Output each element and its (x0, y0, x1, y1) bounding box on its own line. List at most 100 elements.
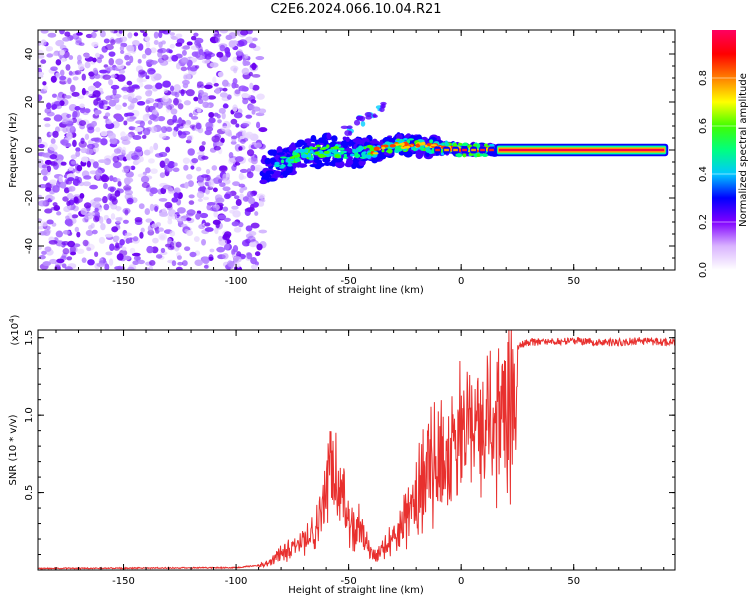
noise-blob (255, 55, 265, 61)
x-tick-label: 0 (458, 576, 464, 587)
signal-core-blob (440, 152, 445, 156)
snr-multiplier-close: ) (10, 314, 21, 318)
noise-blob (171, 119, 180, 124)
noise-blob (94, 251, 99, 258)
noise-blob (202, 101, 209, 108)
noise-blob (70, 251, 77, 256)
noise-blob (125, 61, 131, 66)
noise-blob (53, 114, 63, 122)
signal-core-blob (352, 148, 356, 154)
noise-blob (44, 208, 53, 214)
noise-blob (38, 49, 44, 57)
noise-blob (70, 125, 76, 131)
noise-blob (114, 104, 122, 111)
noise-blob (79, 103, 85, 109)
noise-blob (252, 84, 260, 91)
noise-blob (112, 155, 120, 163)
noise-blob (108, 51, 116, 57)
noise-blob (222, 173, 228, 181)
noise-blob (252, 37, 258, 42)
noise-blob (83, 175, 92, 180)
noise-blob (147, 90, 153, 94)
noise-blob (182, 73, 192, 81)
noise-blob (140, 227, 145, 233)
noise-blob (227, 260, 234, 268)
noise-blob (99, 69, 108, 74)
noise-blob (233, 67, 238, 74)
noise-blob (155, 254, 163, 259)
signal-core-blob (455, 153, 463, 158)
noise-blob (201, 155, 209, 160)
noise-blob (74, 226, 80, 233)
noise-blob (249, 241, 257, 248)
noise-blob (126, 86, 135, 94)
noise-blob (113, 148, 122, 154)
x-tick-label: -50 (340, 276, 356, 287)
noise-blob (119, 45, 125, 51)
noise-blob (100, 130, 108, 137)
noise-blob (254, 251, 261, 257)
noise-blob (194, 259, 203, 266)
noise-blob (130, 165, 136, 171)
noise-blob (132, 236, 139, 242)
tone-segment-core (435, 148, 440, 152)
noise-blob (127, 32, 133, 38)
noise-blob (223, 103, 228, 107)
signal-core-blob (320, 155, 327, 158)
noise-blob (250, 99, 257, 104)
noise-blob (169, 230, 176, 237)
noise-blob (127, 105, 135, 110)
noise-blob (195, 212, 201, 220)
noise-blob (65, 64, 71, 71)
noise-blob (246, 206, 255, 213)
noise-blob (190, 35, 197, 41)
noise-blob (96, 262, 106, 267)
noise-blob (76, 176, 83, 184)
noise-blob (203, 84, 213, 89)
signal-core-blob (458, 142, 463, 146)
noise-blob (102, 74, 112, 80)
noise-blob (199, 145, 206, 152)
noise-blob (158, 197, 168, 202)
noise-blob (68, 166, 74, 171)
noise-blob (68, 55, 74, 60)
signal-core-blob (293, 155, 299, 158)
y-tick-label: 0.5 (24, 485, 35, 501)
noise-blob (196, 151, 205, 156)
noise-blob (224, 47, 230, 55)
noise-blob (213, 112, 219, 117)
noise-blob (183, 100, 191, 106)
noise-blob (105, 95, 113, 101)
noise-blob (195, 166, 202, 172)
signal-blob (285, 167, 293, 174)
noise-blob (88, 224, 93, 230)
noise-blob (212, 219, 221, 226)
noise-blob (167, 160, 176, 169)
noise-blob (222, 87, 228, 92)
colorbar-fill (712, 30, 736, 270)
noise-blob (204, 222, 211, 227)
noise-blob (239, 135, 245, 140)
noise-blob (94, 109, 102, 115)
noise-blob (189, 251, 197, 258)
signal-blob (313, 139, 320, 143)
signal-core-blob (326, 144, 330, 148)
noise-blob (235, 123, 240, 128)
signal-core-blob (488, 143, 495, 147)
noise-blob (182, 123, 190, 129)
noise-blob (211, 165, 218, 171)
noise-blob (38, 94, 43, 102)
noise-blob (162, 80, 172, 88)
signal-blob (276, 152, 285, 156)
noise-blob (223, 217, 231, 222)
noise-blob (137, 43, 144, 51)
noise-blob (70, 154, 78, 160)
noise-blob (216, 51, 224, 58)
noise-blob (167, 218, 173, 225)
noise-blob (91, 41, 99, 47)
noise-blob (145, 167, 151, 174)
noise-blob (157, 115, 166, 122)
noise-blob (122, 219, 129, 224)
noise-blob (61, 241, 70, 246)
noise-blob (109, 137, 118, 145)
